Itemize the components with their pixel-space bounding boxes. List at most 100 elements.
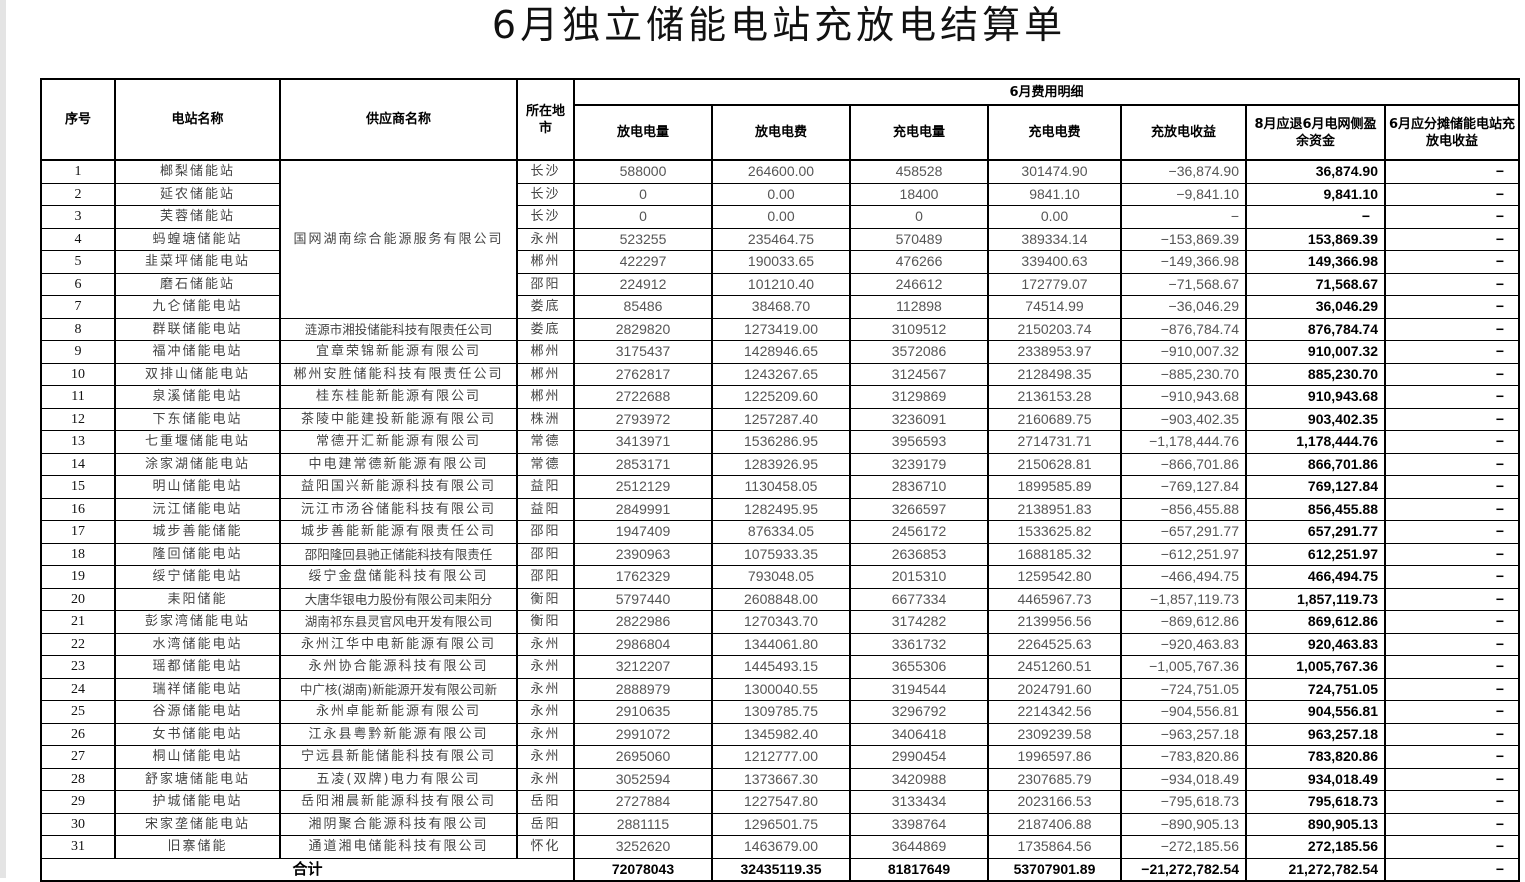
discharge-fee-cell: 1075933.35 <box>711 542 851 566</box>
discharge-kwh-cell: 2822986 <box>573 610 713 634</box>
charge-kwh-cell: 3956593 <box>849 430 989 454</box>
seq-cell: 8 <box>40 317 116 341</box>
share-cell: − <box>1383 430 1521 454</box>
station-name-cell: 水湾储能电站 <box>114 632 281 656</box>
station-name-cell: 谷源储能电站 <box>114 700 281 724</box>
discharge-fee-cell: 190033.65 <box>711 250 851 274</box>
discharge-kwh-cell: 3175437 <box>573 340 713 364</box>
station-name-cell: 福冲储能电站 <box>114 340 281 364</box>
city-cell: 郴州 <box>516 340 575 364</box>
window-edge <box>0 0 6 878</box>
refund-cell: 890,905.13 <box>1245 812 1386 836</box>
charge-fee-cell: 9841.10 <box>987 182 1122 206</box>
discharge-kwh-cell: 224912 <box>573 272 713 296</box>
station-name-cell: 泉溪储能电站 <box>114 385 281 409</box>
revenue-cell: −904,556.81 <box>1120 700 1247 724</box>
charge-fee-cell: 0.00 <box>987 205 1122 229</box>
table-row: 5 韭菜坪储能电站 郴州 422297 190033.65 476266 339400.63… <box>40 250 1521 274</box>
city-cell: 邵阳 <box>516 565 575 589</box>
supplier-name-cell: 宁远县新能储能科技有限公司 <box>279 745 518 769</box>
table-row: 21 彭家湾储能电站 湖南祁东县灵官风电开发有限公司 衡阳 2822986 1270343… <box>40 610 1521 634</box>
station-name-cell: 宋家垄储能电站 <box>114 812 281 836</box>
supplier-name-cell: 五凌(双牌)电力有限公司 <box>279 767 518 791</box>
refund-cell: 910,943.68 <box>1245 385 1386 409</box>
seq-cell: 11 <box>40 385 116 409</box>
charge-fee-cell: 2138951.83 <box>987 497 1122 521</box>
revenue-cell: −876,784.74 <box>1120 317 1247 341</box>
charge-kwh-cell: 458528 <box>849 159 989 184</box>
table-row: 6 磨石储能站 邵阳 224912 101210.40 246612 172779.07 −7… <box>40 272 1521 296</box>
city-cell: 常德 <box>516 452 575 476</box>
seq-cell: 5 <box>40 250 116 274</box>
seq-cell: 4 <box>40 227 116 251</box>
share-cell: − <box>1383 722 1521 746</box>
station-name-cell: 女书储能电站 <box>114 722 281 746</box>
header-city: 所在地市 <box>516 78 575 161</box>
charge-fee-cell: 339400.63 <box>987 250 1122 274</box>
seq-cell: 28 <box>40 767 116 791</box>
discharge-kwh-cell: 2888979 <box>573 677 713 701</box>
seq-cell: 24 <box>40 677 116 701</box>
discharge-fee-cell: 1463679.00 <box>711 835 851 859</box>
charge-kwh-cell: 3266597 <box>849 497 989 521</box>
discharge-kwh-cell: 2390963 <box>573 542 713 566</box>
charge-fee-cell: 2309239.58 <box>987 722 1122 746</box>
charge-fee-cell: 2338953.97 <box>987 340 1122 364</box>
charge-fee-cell: 2024791.60 <box>987 677 1122 701</box>
discharge-fee-cell: 793048.05 <box>711 565 851 589</box>
supplier-name-cell: 宜章荣锦新能源有限公司 <box>279 340 518 364</box>
share-cell: − <box>1383 250 1521 274</box>
charge-fee-cell: 2128498.35 <box>987 362 1122 386</box>
share-cell: − <box>1383 317 1521 341</box>
discharge-fee-cell: 1282495.95 <box>711 497 851 521</box>
refund-cell: 910,007.32 <box>1245 340 1386 364</box>
share-cell: − <box>1383 452 1521 476</box>
city-cell: 郴州 <box>516 362 575 386</box>
charge-fee-cell: 4465967.73 <box>987 587 1122 611</box>
discharge-kwh-cell: 1762329 <box>573 565 713 589</box>
supplier-name-cell: 中电建常德新能源有限公司 <box>279 452 518 476</box>
charge-fee-cell: 2136153.28 <box>987 385 1122 409</box>
seq-cell: 20 <box>40 587 116 611</box>
seq-cell: 19 <box>40 565 116 589</box>
city-cell: 长沙 <box>516 205 575 229</box>
revenue-cell: −71,568.67 <box>1120 272 1247 296</box>
revenue-cell: −36,874.90 <box>1120 159 1247 184</box>
revenue-cell: −885,230.70 <box>1120 362 1247 386</box>
supplier-name-cell: 涟源市湘投储能科技有限责任公司 <box>279 317 518 341</box>
charge-fee-cell: 1899585.89 <box>987 475 1122 499</box>
city-cell: 长沙 <box>516 159 575 184</box>
charge-fee-cell: 2139956.56 <box>987 610 1122 634</box>
charge-kwh-cell: 2636853 <box>849 542 989 566</box>
city-cell: 衡阳 <box>516 610 575 634</box>
station-name-cell: 瑞祥储能电站 <box>114 677 281 701</box>
city-cell: 永州 <box>516 722 575 746</box>
revenue-cell: −910,007.32 <box>1120 340 1247 364</box>
discharge-fee-cell: 1345982.40 <box>711 722 851 746</box>
share-cell: − <box>1383 677 1521 701</box>
refund-cell: 612,251.97 <box>1245 542 1386 566</box>
revenue-cell: −903,402.35 <box>1120 407 1247 431</box>
city-cell: 永州 <box>516 700 575 724</box>
revenue-cell: −890,905.13 <box>1120 812 1247 836</box>
station-name-cell: 旧寨储能 <box>114 835 281 859</box>
refund-cell: 783,820.86 <box>1245 745 1386 769</box>
discharge-kwh-cell: 2991072 <box>573 722 713 746</box>
city-cell: 娄底 <box>516 317 575 341</box>
share-cell: − <box>1383 362 1521 386</box>
refund-cell: 920,463.83 <box>1245 632 1386 656</box>
refund-cell: 724,751.05 <box>1245 677 1386 701</box>
charge-kwh-cell: 3194544 <box>849 677 989 701</box>
city-cell: 永州 <box>516 227 575 251</box>
table-row: 15 明山储能电站 益阳国兴新能源科技有限公司 益阳 2512129 1130458.05… <box>40 475 1521 499</box>
share-cell: − <box>1383 700 1521 724</box>
station-name-cell: 双排山储能电站 <box>114 362 281 386</box>
refund-cell: 903,402.35 <box>1245 407 1386 431</box>
station-name-cell: 七重堰储能电站 <box>114 430 281 454</box>
charge-kwh-cell: 0 <box>849 205 989 229</box>
supplier-name-cell: 大唐华银电力股份有限公司耒阳分 <box>279 587 518 611</box>
charge-fee-cell: 1259542.80 <box>987 565 1122 589</box>
station-name-cell: 九仑储能电站 <box>114 295 281 319</box>
discharge-fee-cell: 1428946.65 <box>711 340 851 364</box>
city-cell: 常德 <box>516 430 575 454</box>
